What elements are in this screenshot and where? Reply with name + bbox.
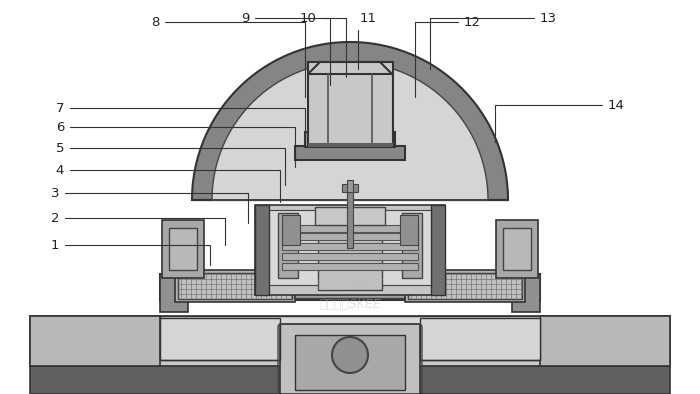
Bar [169,228,197,270]
Text: 14: 14 [495,98,624,142]
Bar [178,273,292,299]
Bar [30,366,670,394]
Polygon shape [308,62,392,74]
Text: 10: 10 [300,11,346,77]
Bar [255,205,269,295]
Bar [282,243,418,250]
Bar [295,146,405,160]
Bar [308,62,393,145]
Text: 沈阳仙科SKEE: 沈阳仙科SKEE [317,279,383,292]
Bar [315,207,385,225]
Text: 13: 13 [430,11,556,69]
Bar [30,316,160,366]
Text: 5: 5 [56,141,285,185]
Text: 4: 4 [56,164,280,202]
Text: 8: 8 [150,15,305,97]
Polygon shape [318,212,382,225]
Bar [160,318,280,358]
Bar [540,316,670,366]
Bar [295,335,405,390]
Bar [402,213,422,278]
Bar [255,205,445,295]
Bar [308,143,393,147]
Bar [282,225,418,232]
Bar [30,316,670,366]
Bar [282,253,418,260]
Bar [405,270,525,302]
Bar [512,274,540,312]
Bar [160,316,540,360]
Bar [347,190,353,248]
Bar [318,210,382,290]
Circle shape [332,337,368,373]
Bar [282,233,418,240]
Bar [503,228,531,270]
Bar [162,220,204,278]
Text: 3: 3 [50,186,248,223]
Bar [305,132,395,147]
Text: 6: 6 [56,121,295,167]
Text: 11: 11 [358,11,377,69]
Text: 2: 2 [50,212,225,245]
Bar [278,213,298,278]
Bar [420,318,540,360]
Bar [175,270,295,302]
Bar [400,215,418,245]
Polygon shape [212,62,488,200]
Bar [408,273,522,299]
Text: 12: 12 [415,15,480,97]
Bar [280,324,420,394]
Bar [160,274,188,312]
Bar [431,205,445,295]
Bar [496,220,538,278]
Bar [342,184,358,192]
Bar [282,263,418,270]
Bar [160,318,280,360]
Text: 1: 1 [50,238,210,265]
Bar [347,180,353,192]
Bar [160,274,540,300]
Bar [262,210,438,285]
Bar [282,215,300,245]
Text: 7: 7 [56,102,305,147]
Bar [420,318,540,358]
Bar [172,276,528,298]
Polygon shape [192,42,508,200]
Text: 9: 9 [241,11,330,85]
Text: 沈阳仙科SKEE: 沈阳仙科SKEE [319,299,381,312]
